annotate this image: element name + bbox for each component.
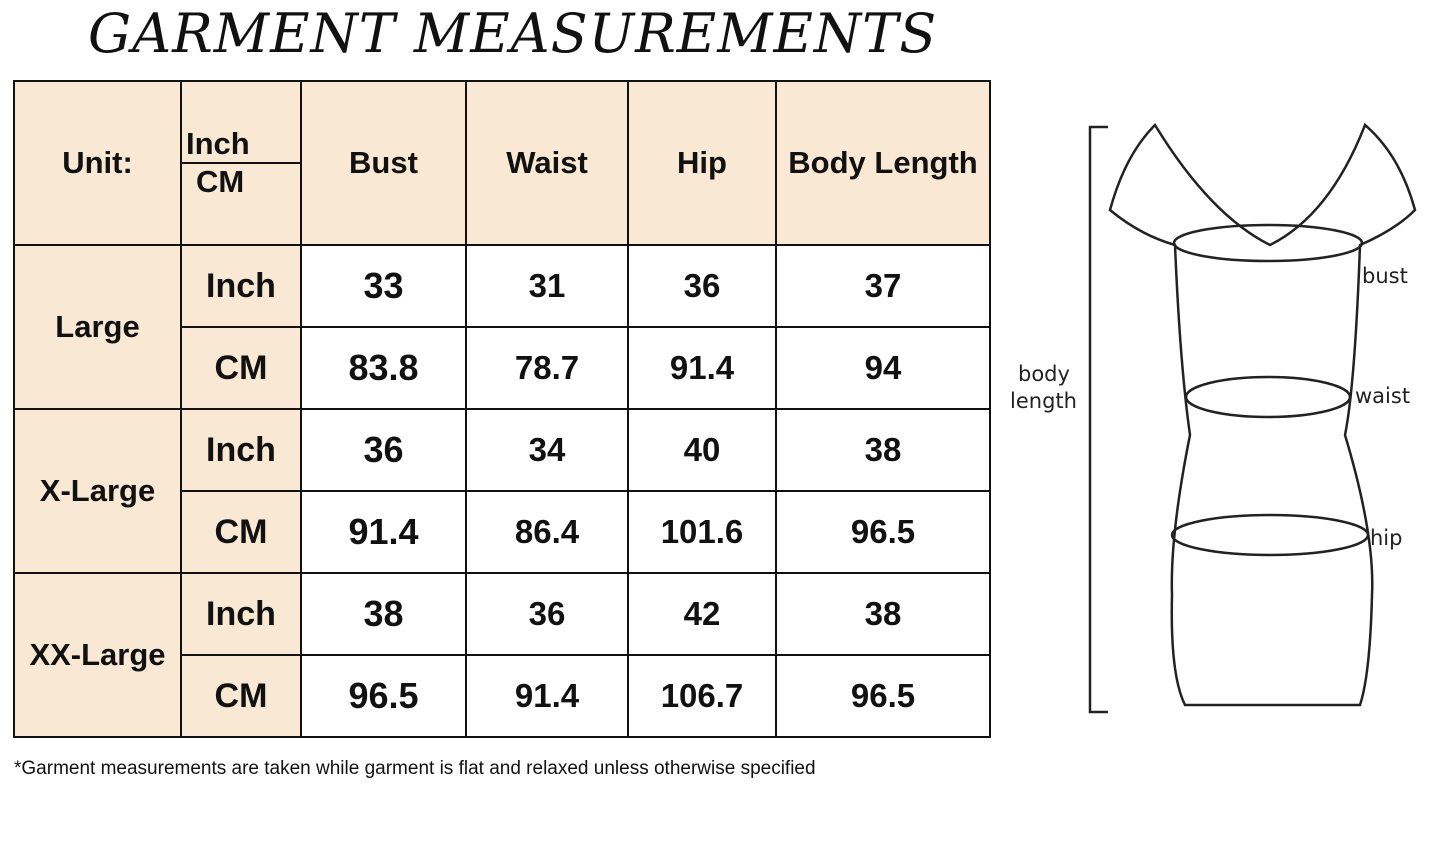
table-row: CM 91.4 86.4 101.6 96.5	[14, 490, 991, 574]
value-cell: 36	[465, 572, 629, 656]
value-cell: 37	[775, 244, 991, 328]
value-cell: 42	[627, 572, 777, 656]
value-cell: 31	[465, 244, 629, 328]
value-cell: 91.4	[300, 490, 467, 574]
value-cell: 101.6	[627, 490, 777, 574]
label-hip: hip	[1370, 526, 1402, 550]
table-row: CM 96.5 91.4 106.7 96.5	[14, 654, 991, 738]
col-waist: Waist	[465, 80, 629, 246]
unit-cell: CM	[180, 490, 302, 574]
table-row: CM 83.8 78.7 91.4 94	[14, 326, 991, 410]
value-cell: 91.4	[465, 654, 629, 738]
unit-cell: Inch	[180, 572, 302, 656]
label-body: body	[1018, 362, 1070, 386]
unit-cell: CM	[180, 654, 302, 738]
value-cell: 33	[300, 244, 467, 328]
col-bust: Bust	[300, 80, 467, 246]
value-cell: 38	[775, 408, 991, 492]
footnote: *Garment measurements are taken while ga…	[14, 758, 816, 779]
unit-inch: Inch	[180, 80, 302, 164]
unit-cell: Inch	[180, 244, 302, 328]
unit-cell: Inch	[180, 408, 302, 492]
table-row: X-Large Inch 36 34 40 38	[13, 408, 991, 574]
col-hip: Hip	[627, 80, 777, 246]
value-cell: 83.8	[300, 326, 467, 410]
value-cell: 96.5	[775, 654, 991, 738]
value-cell: 36	[300, 408, 467, 492]
label-waist: waist	[1355, 384, 1410, 408]
value-cell: 106.7	[627, 654, 777, 738]
value-cell: 38	[775, 572, 991, 656]
size-label: XX-Large	[13, 572, 182, 738]
value-cell: 78.7	[465, 326, 629, 410]
value-cell: 36	[627, 244, 777, 328]
dress-outline	[1108, 122, 1417, 707]
dress-diagram: bust waist hip body length	[1010, 122, 1417, 714]
value-cell: 96.5	[775, 490, 991, 574]
unit-cm: CM	[180, 162, 302, 246]
value-cell: 86.4	[465, 490, 629, 574]
value-cell: 96.5	[300, 654, 467, 738]
value-cell: 34	[465, 408, 629, 492]
label-bust: bust	[1362, 264, 1408, 288]
table-row: Large Inch 33 31 36 37	[13, 244, 991, 410]
body-length-bracket	[1088, 125, 1108, 714]
label-length: length	[1010, 389, 1077, 413]
size-label: X-Large	[13, 408, 182, 574]
table-row: XX-Large Inch 38 36 42 38	[13, 572, 991, 738]
unit-label: Unit:	[13, 80, 182, 246]
size-label: Large	[13, 244, 182, 410]
size-table: Unit: Inch Bust Waist Hip Body Length CM…	[13, 80, 991, 738]
col-body-length: Body Length	[775, 80, 991, 246]
unit-cell: CM	[180, 326, 302, 410]
value-cell: 91.4	[627, 326, 777, 410]
page-title: GARMENT MEASUREMENTS	[88, 2, 938, 65]
value-cell: 94	[775, 326, 991, 410]
value-cell: 40	[627, 408, 777, 492]
value-cell: 38	[300, 572, 467, 656]
